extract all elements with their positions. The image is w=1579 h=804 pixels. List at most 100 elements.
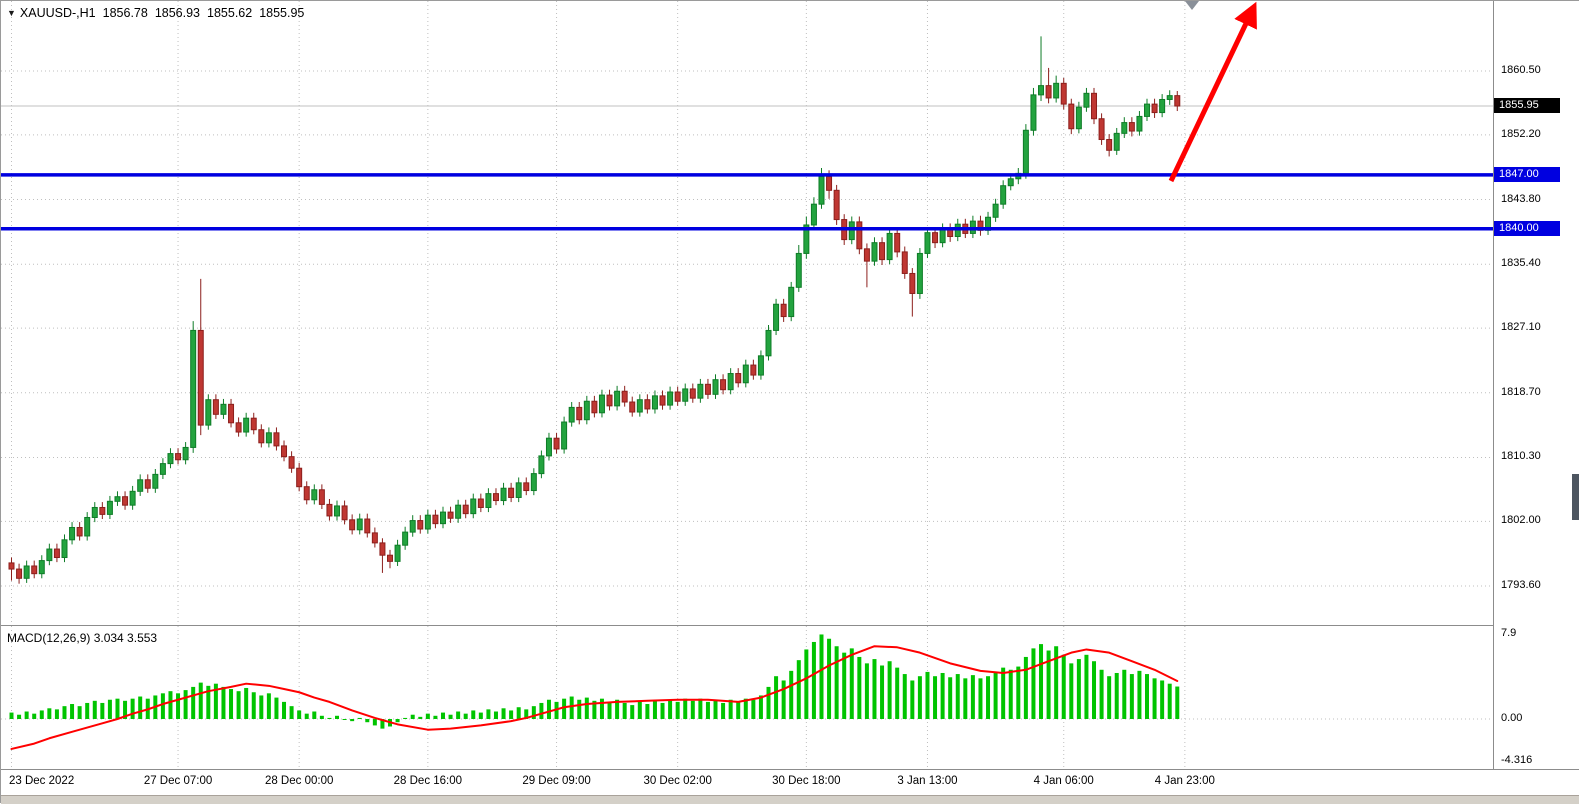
macd-histogram-bar xyxy=(168,691,173,719)
candle-body xyxy=(424,514,431,530)
macd-histogram-bar xyxy=(1008,669,1013,719)
vertical-scrollbar-thumb[interactable] xyxy=(1572,474,1579,520)
candle-body xyxy=(235,422,242,433)
price-tick-label: 1860.50 xyxy=(1501,64,1541,76)
candle-body xyxy=(462,504,469,515)
macd-histogram-bar xyxy=(637,701,642,719)
candle-body xyxy=(879,242,886,261)
macd-histogram-bar xyxy=(312,711,317,719)
candle-body xyxy=(318,489,325,505)
macd-histogram-bar xyxy=(842,652,847,719)
macd-histogram-bar xyxy=(774,676,779,719)
candle-body xyxy=(1091,92,1098,120)
macd-histogram-bar xyxy=(1167,683,1172,719)
candle-body xyxy=(243,417,250,433)
candle-body xyxy=(1007,178,1014,187)
price-tick-label: 1802.00 xyxy=(1501,514,1541,527)
macd-histogram-bar xyxy=(705,701,710,719)
macd-histogram-bar xyxy=(925,671,930,719)
candle-body xyxy=(992,203,999,218)
price-axis[interactable]: 1855.95 1847.00 1840.00 1860.50 1852.20 18… xyxy=(1494,1,1579,769)
macd-histogram-bar xyxy=(1016,666,1021,719)
price-tick-label: 1827.10 xyxy=(1501,321,1541,334)
macd-histogram-bar xyxy=(1137,670,1142,719)
candle-body xyxy=(409,520,416,533)
candle-body xyxy=(780,303,787,318)
mouse-cursor xyxy=(1185,1,1199,10)
candle-body xyxy=(871,242,878,262)
chart-svg[interactable] xyxy=(1,1,1493,625)
macd-histogram-bar xyxy=(70,704,75,719)
macd-svg[interactable] xyxy=(1,626,1493,769)
time-axis[interactable]: 23 Dec 2022 27 Dec 07:00 28 Dec 00:00 28 De… xyxy=(1,770,1579,795)
macd-histogram-bar xyxy=(864,663,869,719)
macd-histogram-bar xyxy=(274,697,279,719)
candle-body xyxy=(76,526,83,537)
time-axis-label: 4 Jan 06:00 xyxy=(1033,775,1094,787)
macd-histogram-bar xyxy=(781,680,786,719)
candle-body xyxy=(1121,122,1128,134)
macd-histogram-bar xyxy=(1031,648,1036,719)
macd-histogram-bar xyxy=(539,702,544,719)
level-price-tag-1847: 1847.00 xyxy=(1494,166,1560,182)
macd-histogram-bar xyxy=(410,714,415,719)
candle-body xyxy=(334,505,341,517)
candle-body xyxy=(38,560,45,575)
candle-body xyxy=(258,429,265,444)
candle-body xyxy=(1106,139,1113,151)
time-axis-label: 29 Dec 09:00 xyxy=(522,775,591,787)
candle-body xyxy=(576,406,583,421)
macd-histogram-bar xyxy=(1160,680,1165,719)
candle-body xyxy=(364,518,371,534)
candle-body xyxy=(31,565,38,575)
macd-histogram-bar xyxy=(130,698,135,719)
candle-body xyxy=(644,399,651,410)
candle-body xyxy=(379,542,386,556)
candle-body xyxy=(477,498,484,508)
candle-body xyxy=(932,232,939,244)
macd-histogram-bar xyxy=(85,702,90,719)
candle-body xyxy=(659,395,666,406)
macd-histogram-bar xyxy=(577,699,582,719)
macd-histogram-bar xyxy=(198,682,203,719)
price-tick-label: 1818.70 xyxy=(1501,385,1541,398)
candle-body xyxy=(803,224,810,254)
time-axis-label: 30 Dec 18:00 xyxy=(772,775,841,787)
macd-histogram-bar xyxy=(92,700,97,719)
macd-histogram-bar xyxy=(1061,654,1066,719)
candle-body xyxy=(144,479,151,489)
candle-body xyxy=(1053,82,1060,99)
candle-body xyxy=(265,432,272,444)
trend-arrow-annotation[interactable] xyxy=(1168,1,1257,183)
macd-histogram-bar xyxy=(486,709,491,719)
candle-body xyxy=(250,417,257,431)
candle-body xyxy=(538,455,545,475)
macd-histogram-bar xyxy=(493,711,498,719)
candle-body xyxy=(228,403,235,424)
panel-splitter[interactable] xyxy=(1,625,1579,626)
candle-body xyxy=(84,516,91,537)
macd-histogram-bar xyxy=(251,692,256,719)
macd-histogram-bar xyxy=(335,715,340,719)
macd-panel-canvas[interactable] xyxy=(1,626,1493,769)
candle-body xyxy=(417,520,424,530)
price-tick-label: 1835.40 xyxy=(1501,257,1541,270)
candle-body xyxy=(553,437,560,450)
macd-histogram-bar xyxy=(395,719,400,723)
candle-body xyxy=(137,479,144,492)
candle-body xyxy=(341,505,348,521)
candle-body xyxy=(16,568,23,579)
candle-body xyxy=(447,511,454,519)
candle-body xyxy=(205,399,212,426)
symbol-dropdown-icon[interactable]: ▼ xyxy=(7,8,16,18)
macd-histogram-bar xyxy=(509,710,514,719)
candlestick-chart-canvas[interactable] xyxy=(1,1,1493,625)
macd-histogram-bar xyxy=(433,715,438,719)
candle-body xyxy=(1022,129,1029,174)
candle-body xyxy=(894,232,901,253)
macd-histogram-bar xyxy=(1145,674,1149,719)
macd-histogram-bar xyxy=(736,701,741,719)
candle-body xyxy=(1030,94,1037,131)
candle-body xyxy=(439,511,446,525)
macd-histogram-bar xyxy=(221,686,226,719)
